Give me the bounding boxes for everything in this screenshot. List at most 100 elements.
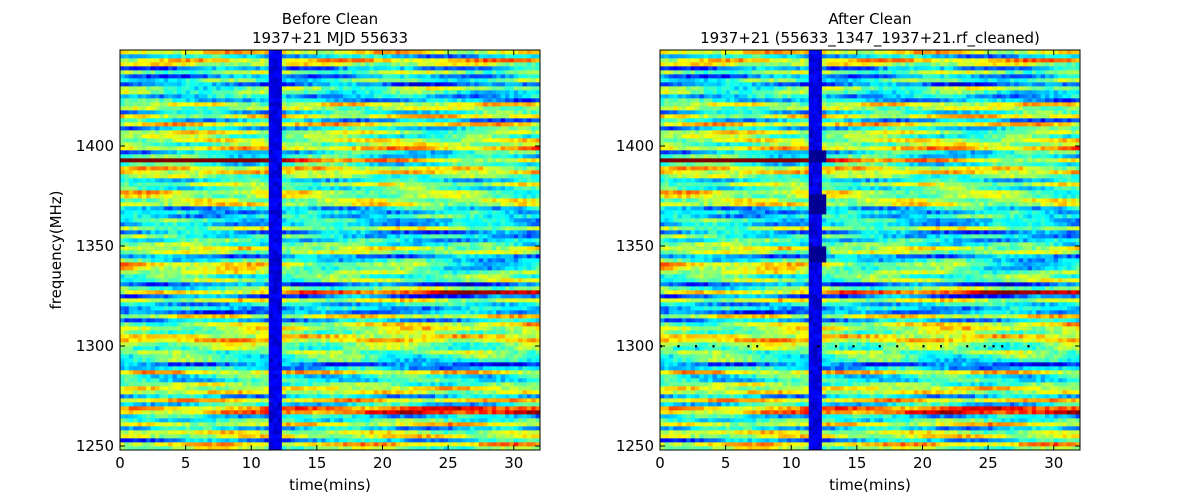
heatmap-cell xyxy=(383,270,388,274)
heatmap-cell xyxy=(404,250,409,254)
heatmap-cell xyxy=(308,410,313,414)
heatmap-cell xyxy=(194,258,199,262)
heatmap-cell xyxy=(225,414,230,418)
heatmap-cell xyxy=(461,298,466,302)
heatmap-cell xyxy=(151,270,156,274)
heatmap-cell xyxy=(334,310,339,314)
heatmap-cell xyxy=(457,302,462,306)
heatmap-cell xyxy=(304,306,309,310)
heatmap-cell xyxy=(479,378,484,382)
heatmap-cell xyxy=(256,422,261,426)
heatmap-cell xyxy=(264,334,269,338)
heatmap-cell xyxy=(470,370,475,374)
heatmap-cell xyxy=(199,266,204,270)
heatmap-cell xyxy=(313,322,318,326)
heatmap-cell xyxy=(291,378,296,382)
heatmap-cell xyxy=(523,406,528,410)
heatmap-cell xyxy=(509,362,514,366)
heatmap-cell xyxy=(194,246,199,250)
heatmap-cell xyxy=(505,250,510,254)
heatmap-cell xyxy=(496,298,501,302)
heatmap-cell xyxy=(343,362,348,366)
heatmap-cell xyxy=(418,346,423,350)
heatmap-cell xyxy=(321,254,326,258)
heatmap-cell xyxy=(251,422,256,426)
heatmap-cell xyxy=(356,410,361,414)
heatmap-cell xyxy=(496,274,501,278)
heatmap-cell xyxy=(531,258,536,262)
heatmap-cell xyxy=(229,338,234,342)
heatmap-cell xyxy=(221,410,226,414)
heatmap-cell xyxy=(173,438,178,442)
heatmap-cell xyxy=(124,350,129,354)
heatmap-cell xyxy=(527,442,532,446)
heatmap-cell xyxy=(348,378,353,382)
heatmap-cell xyxy=(247,262,252,266)
heatmap-cell xyxy=(387,438,392,442)
heatmap-cell xyxy=(199,442,204,446)
heatmap-cell xyxy=(483,306,488,310)
heatmap-cell xyxy=(514,426,519,430)
heatmap-cell xyxy=(142,274,147,278)
heatmap-cell xyxy=(251,314,256,318)
heatmap-cell xyxy=(260,402,265,406)
heatmap-cell xyxy=(295,394,300,398)
heatmap-cell xyxy=(295,298,300,302)
heatmap-cell xyxy=(369,370,374,374)
heatmap-cell xyxy=(448,362,453,366)
heatmap-cell xyxy=(269,406,274,410)
heatmap-cell xyxy=(208,410,213,414)
heatmap-cell xyxy=(356,350,361,354)
heatmap-cell xyxy=(208,270,213,274)
heatmap-cell xyxy=(256,402,261,406)
heatmap-cell xyxy=(146,398,151,402)
heatmap-cell xyxy=(356,322,361,326)
heatmap-cell xyxy=(457,338,462,342)
heatmap-cell xyxy=(159,274,164,278)
heatmap-cell xyxy=(518,262,523,266)
heatmap-cell xyxy=(168,342,173,346)
heatmap-cell xyxy=(221,418,226,422)
heatmap-cell xyxy=(448,438,453,442)
heatmap-cell xyxy=(343,398,348,402)
heatmap-cell xyxy=(527,402,532,406)
heatmap-cell xyxy=(120,386,125,390)
heatmap-cell xyxy=(291,394,296,398)
heatmap-cell xyxy=(186,338,191,342)
heatmap-cell xyxy=(523,378,528,382)
heatmap-cell xyxy=(299,434,304,438)
heatmap-cell xyxy=(321,298,326,302)
heatmap-cell xyxy=(208,434,213,438)
heatmap-cell xyxy=(264,258,269,262)
heatmap-cell xyxy=(181,406,186,410)
heatmap-cell xyxy=(256,298,261,302)
heatmap-cell xyxy=(269,322,274,326)
heatmap-cell xyxy=(505,354,510,358)
heatmap-cell xyxy=(273,422,278,426)
heatmap-cell xyxy=(352,370,357,374)
heatmap-cell xyxy=(120,314,125,318)
heatmap-cell xyxy=(470,362,475,366)
heatmap-cell xyxy=(168,294,173,298)
heatmap-cell xyxy=(435,438,440,442)
heatmap-cell xyxy=(164,278,169,282)
heatmap-cell xyxy=(181,366,186,370)
heatmap-cell xyxy=(483,442,488,446)
heatmap-cell xyxy=(400,370,405,374)
heatmap-cell xyxy=(488,266,493,270)
heatmap-cell xyxy=(387,302,392,306)
heatmap-cell xyxy=(396,258,401,262)
heatmap-cell xyxy=(256,394,261,398)
heatmap-cell xyxy=(352,434,357,438)
heatmap-cell xyxy=(339,354,344,358)
heatmap-cell xyxy=(400,310,405,314)
heatmap-cell xyxy=(348,366,353,370)
heatmap-cell xyxy=(260,290,265,294)
heatmap-cell xyxy=(313,302,318,306)
heatmap-cell xyxy=(404,330,409,334)
heatmap-cell xyxy=(326,406,331,410)
heatmap-cell xyxy=(173,426,178,430)
heatmap-cell xyxy=(479,298,484,302)
heatmap-cell xyxy=(505,278,510,282)
heatmap-cell xyxy=(142,250,147,254)
